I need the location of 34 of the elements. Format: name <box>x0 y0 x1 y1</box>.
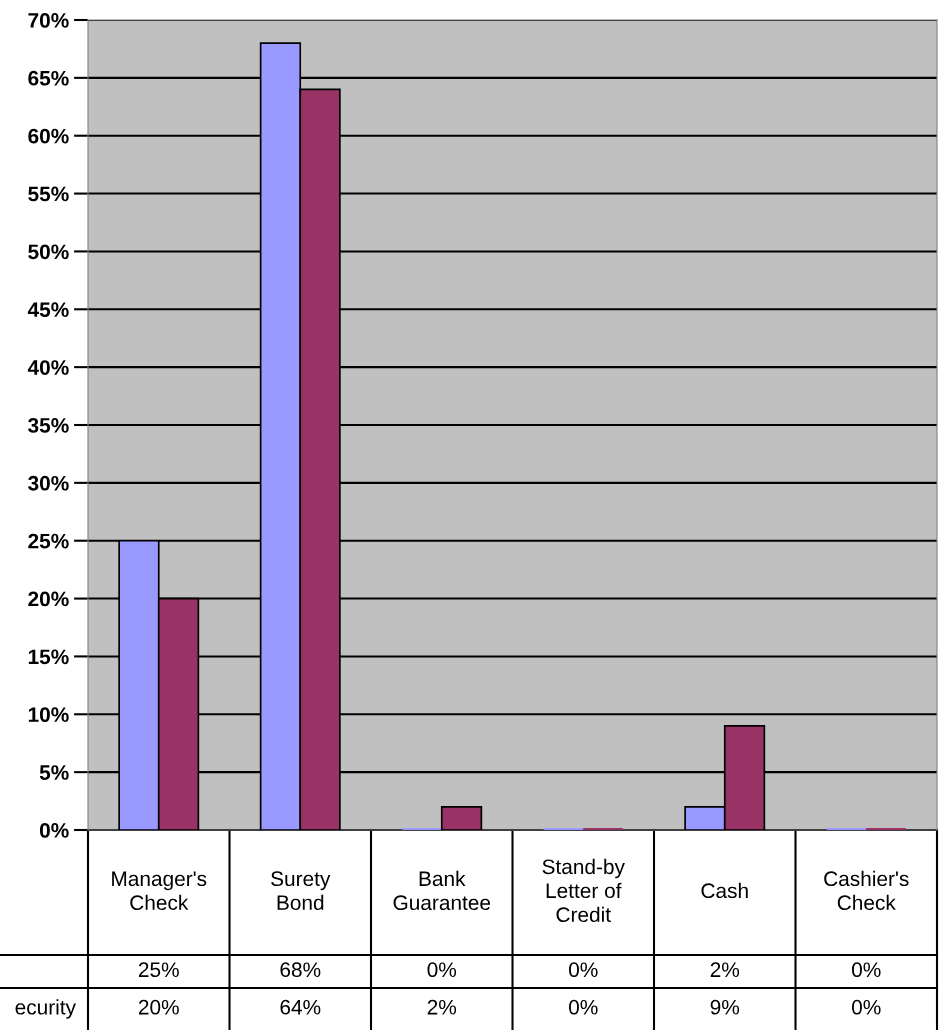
data-label: 25% <box>138 962 179 978</box>
x-tick-label: Cashier's Check <box>824 870 909 911</box>
y-tick-label: 10% <box>28 707 69 723</box>
y-tick-label: 5% <box>39 765 69 780</box>
y-tick-label: 0% <box>39 823 69 838</box>
y-tick-label: 50% <box>28 244 69 260</box>
y-tick-label: 15% <box>28 649 69 665</box>
x-tick-label: Bank Guarantee <box>393 870 491 911</box>
data-label: 0% <box>427 962 457 978</box>
data-label: 0% <box>569 962 598 978</box>
data-label: 64% <box>280 999 321 1015</box>
y-tick-label: 20% <box>28 591 69 607</box>
x-tick-label: Surety Bond <box>271 871 331 911</box>
y-tick-label: 60% <box>28 128 69 144</box>
data-label: 0% <box>569 999 598 1015</box>
y-tick-label: 25% <box>28 533 69 549</box>
text: ecurity <box>15 999 76 1019</box>
y-tick-label: 65% <box>28 70 69 86</box>
y-tick-label: 30% <box>28 475 69 491</box>
x-tick-label: Stand-by Letter of Credit <box>542 858 625 923</box>
data-label: 68% <box>280 962 321 978</box>
data-label: 2% <box>427 999 457 1015</box>
y-tick-label: 45% <box>27 302 69 318</box>
x-tick-label: Manager's Check <box>112 871 207 911</box>
data-label: 2% <box>710 962 740 978</box>
y-tick-label: 40% <box>27 360 69 375</box>
y-tick-label: 35% <box>28 418 69 433</box>
data-label: 9% <box>710 999 740 1015</box>
y-tick-label: 55% <box>28 186 69 202</box>
data-label: 0% <box>852 999 881 1015</box>
data-label: 0% <box>852 962 881 978</box>
x-tick-label: Cash <box>701 882 748 899</box>
data-label: 20% <box>138 999 179 1015</box>
y-tick-label: 70% <box>28 13 69 28</box>
